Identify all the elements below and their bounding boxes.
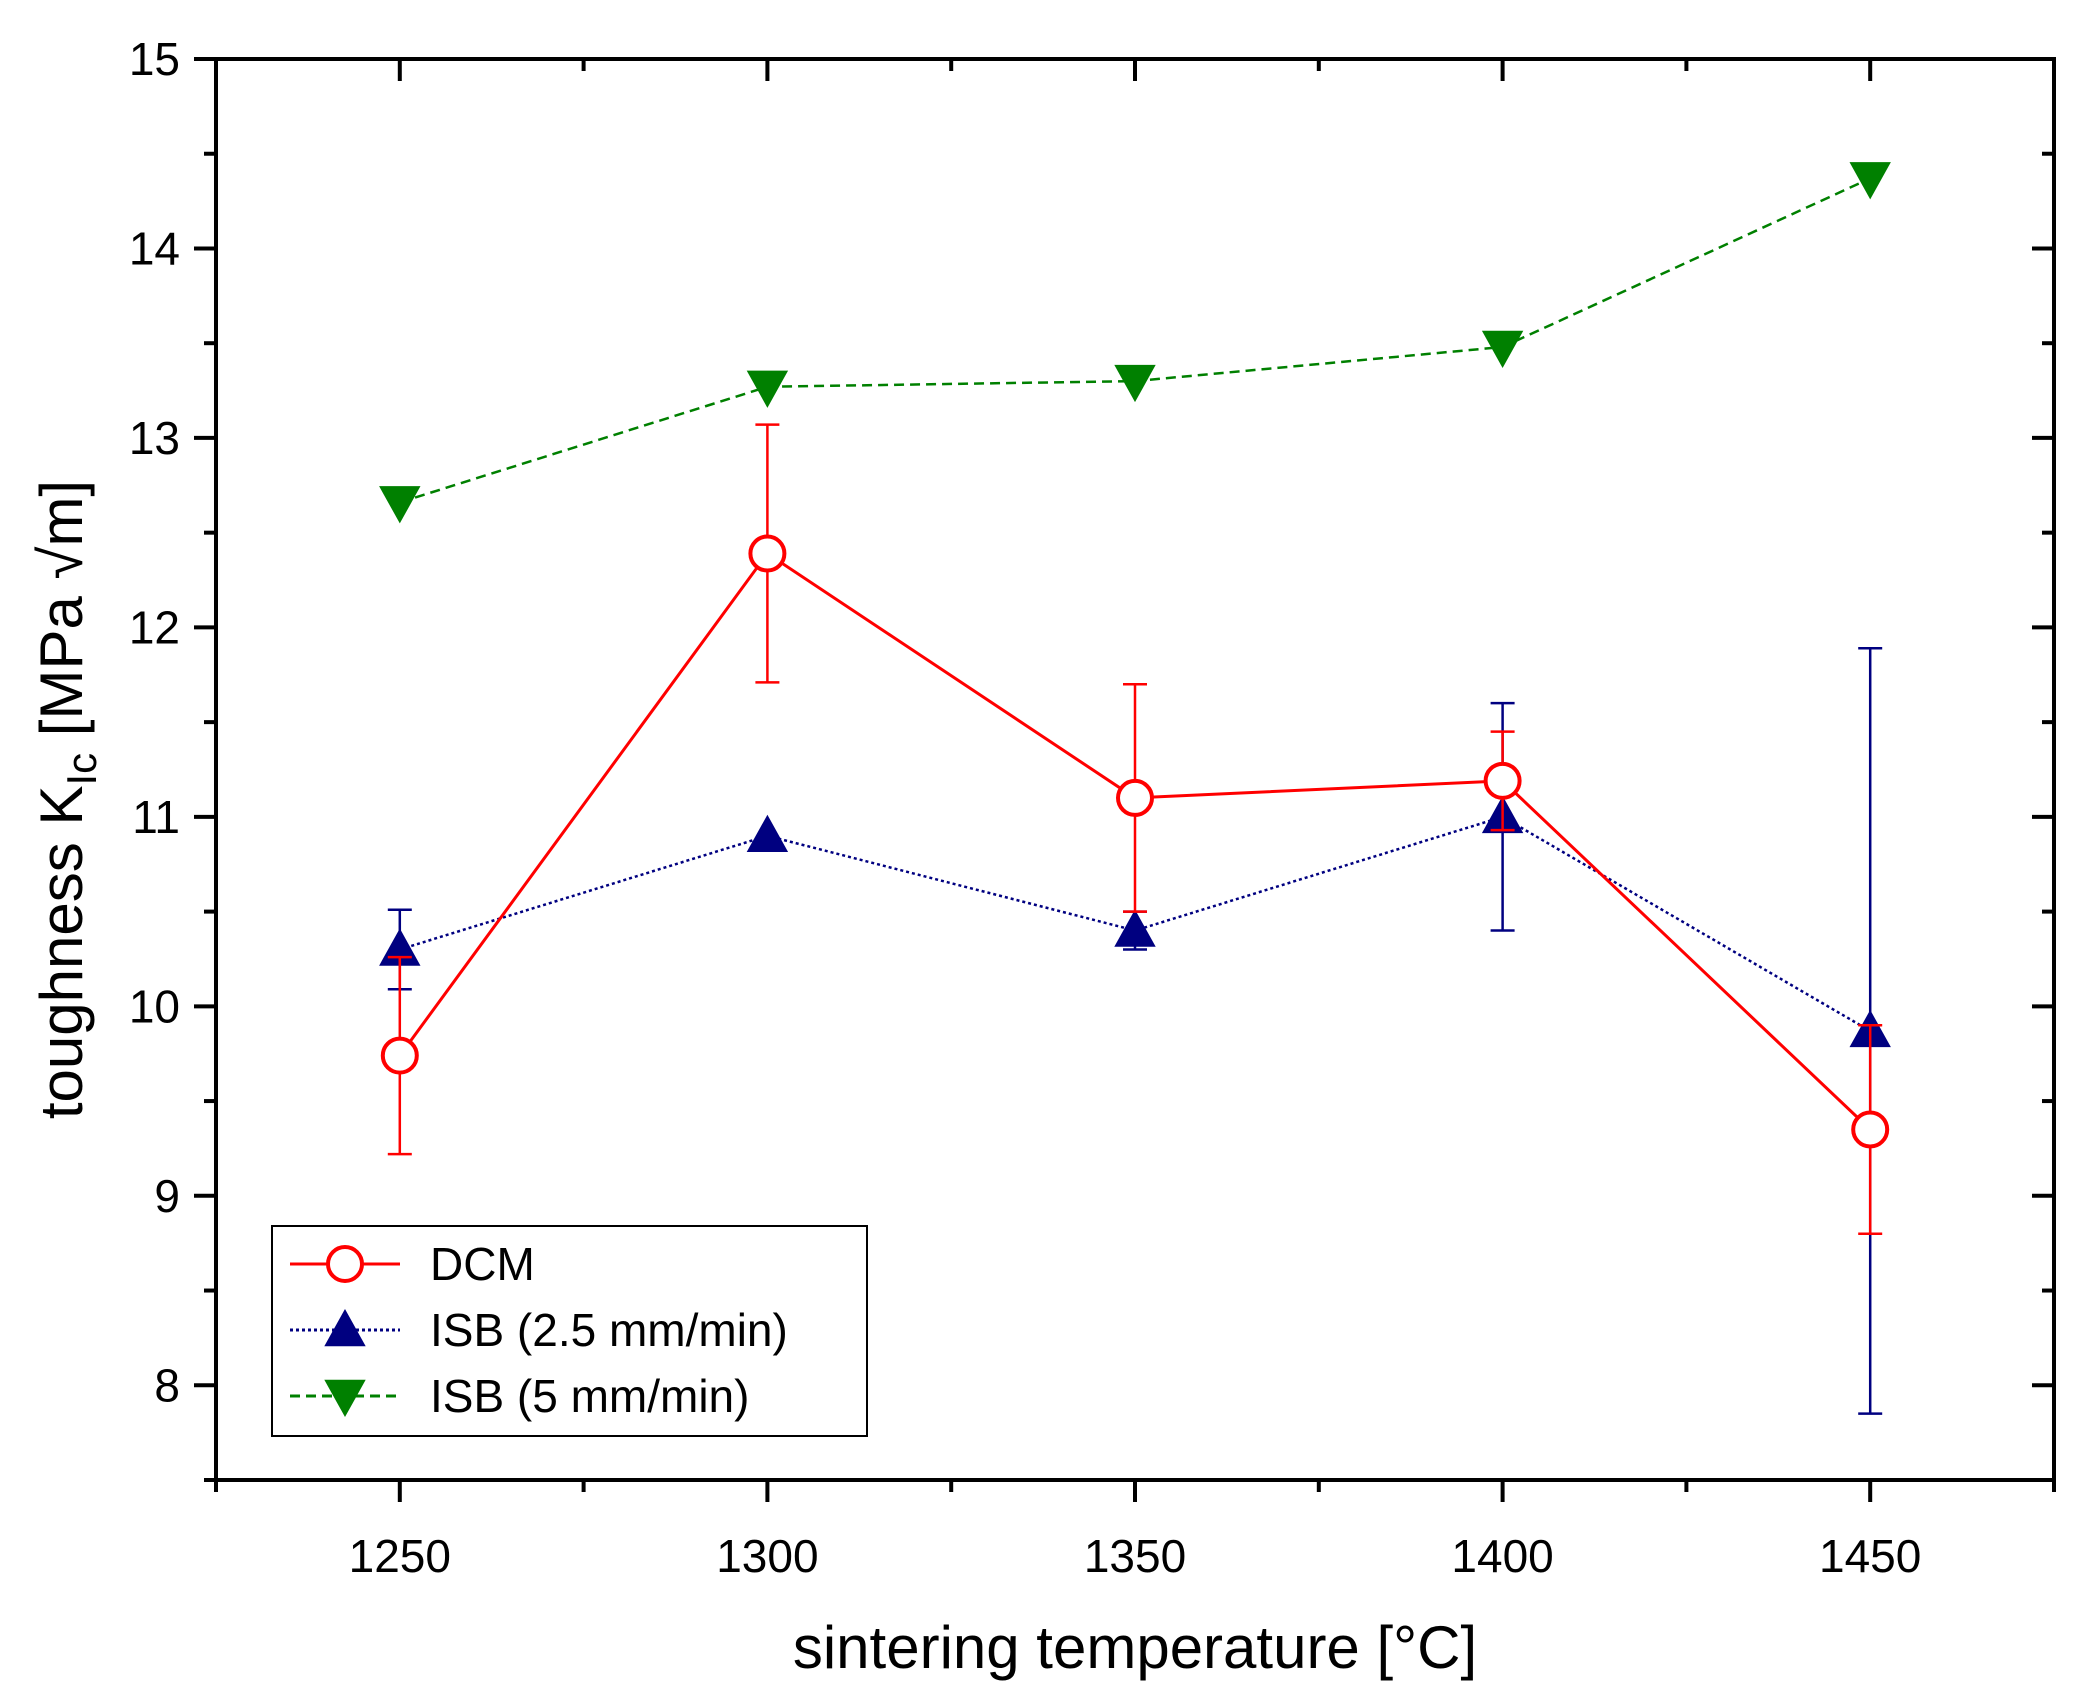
legend-marker xyxy=(326,1245,364,1283)
legend-box xyxy=(271,1225,868,1437)
x-tick-label: 1300 xyxy=(716,1530,818,1582)
legend-marker xyxy=(324,1308,366,1347)
series-layer xyxy=(379,162,1891,1415)
x-tick-label: 1350 xyxy=(1084,1530,1186,1582)
plot-frame xyxy=(214,57,2056,1482)
legend-marker xyxy=(324,1379,366,1418)
tick-layer: 1250 1300 1350 1400 1450 8 9 10 11 12 13 14 15 xyxy=(129,33,2056,1582)
y-tick-label: 8 xyxy=(154,1359,180,1411)
data-point xyxy=(1116,778,1154,817)
data-point xyxy=(746,814,789,853)
y-axis-title-prefix: toughness K xyxy=(28,786,95,1120)
legend-label: ISB (5 mm/min) xyxy=(430,1370,749,1422)
data-point xyxy=(1849,162,1891,200)
x-tick-label: 1250 xyxy=(349,1530,451,1582)
data-point xyxy=(1483,761,1522,800)
data-point xyxy=(746,370,789,408)
y-axis-title-subscript: Ic xyxy=(58,753,105,786)
y-axis-title: toughness KIc [MPa √m] xyxy=(28,480,105,1119)
series-2 xyxy=(379,162,1891,524)
legend-label: ISB (2.5 mm/min) xyxy=(430,1304,788,1356)
data-point xyxy=(1851,1110,1890,1149)
series-line xyxy=(399,177,1871,504)
data-point xyxy=(379,486,421,524)
y-axis-title-suffix: [MPa √m] xyxy=(28,480,95,753)
y-tick-label: 9 xyxy=(154,1170,180,1222)
y-tick-label: 11 xyxy=(132,791,180,843)
data-point xyxy=(1481,330,1524,369)
y-tick-label: 10 xyxy=(129,980,180,1032)
x-tick-label: 1450 xyxy=(1819,1530,1921,1582)
y-tick-label: 13 xyxy=(129,412,180,464)
x-tick-label: 1400 xyxy=(1451,1530,1553,1582)
data-point xyxy=(1114,909,1156,947)
x-axis-title: sintering temperature [°C] xyxy=(793,1614,1477,1681)
y-tick-label: 15 xyxy=(129,33,180,85)
legend: DCM ISB (2.5 mm/min) ISB (5 mm/min) xyxy=(271,1225,868,1437)
y-tick-label: 14 xyxy=(129,222,180,274)
data-point xyxy=(748,534,787,573)
y-tick-label: 12 xyxy=(129,601,180,653)
series-0 xyxy=(380,423,1890,1235)
data-point xyxy=(380,1036,419,1075)
label-layer: sintering temperature [°C] toughness KIc… xyxy=(28,480,1477,1681)
data-point xyxy=(1114,364,1156,403)
legend-label: DCM xyxy=(430,1238,535,1290)
